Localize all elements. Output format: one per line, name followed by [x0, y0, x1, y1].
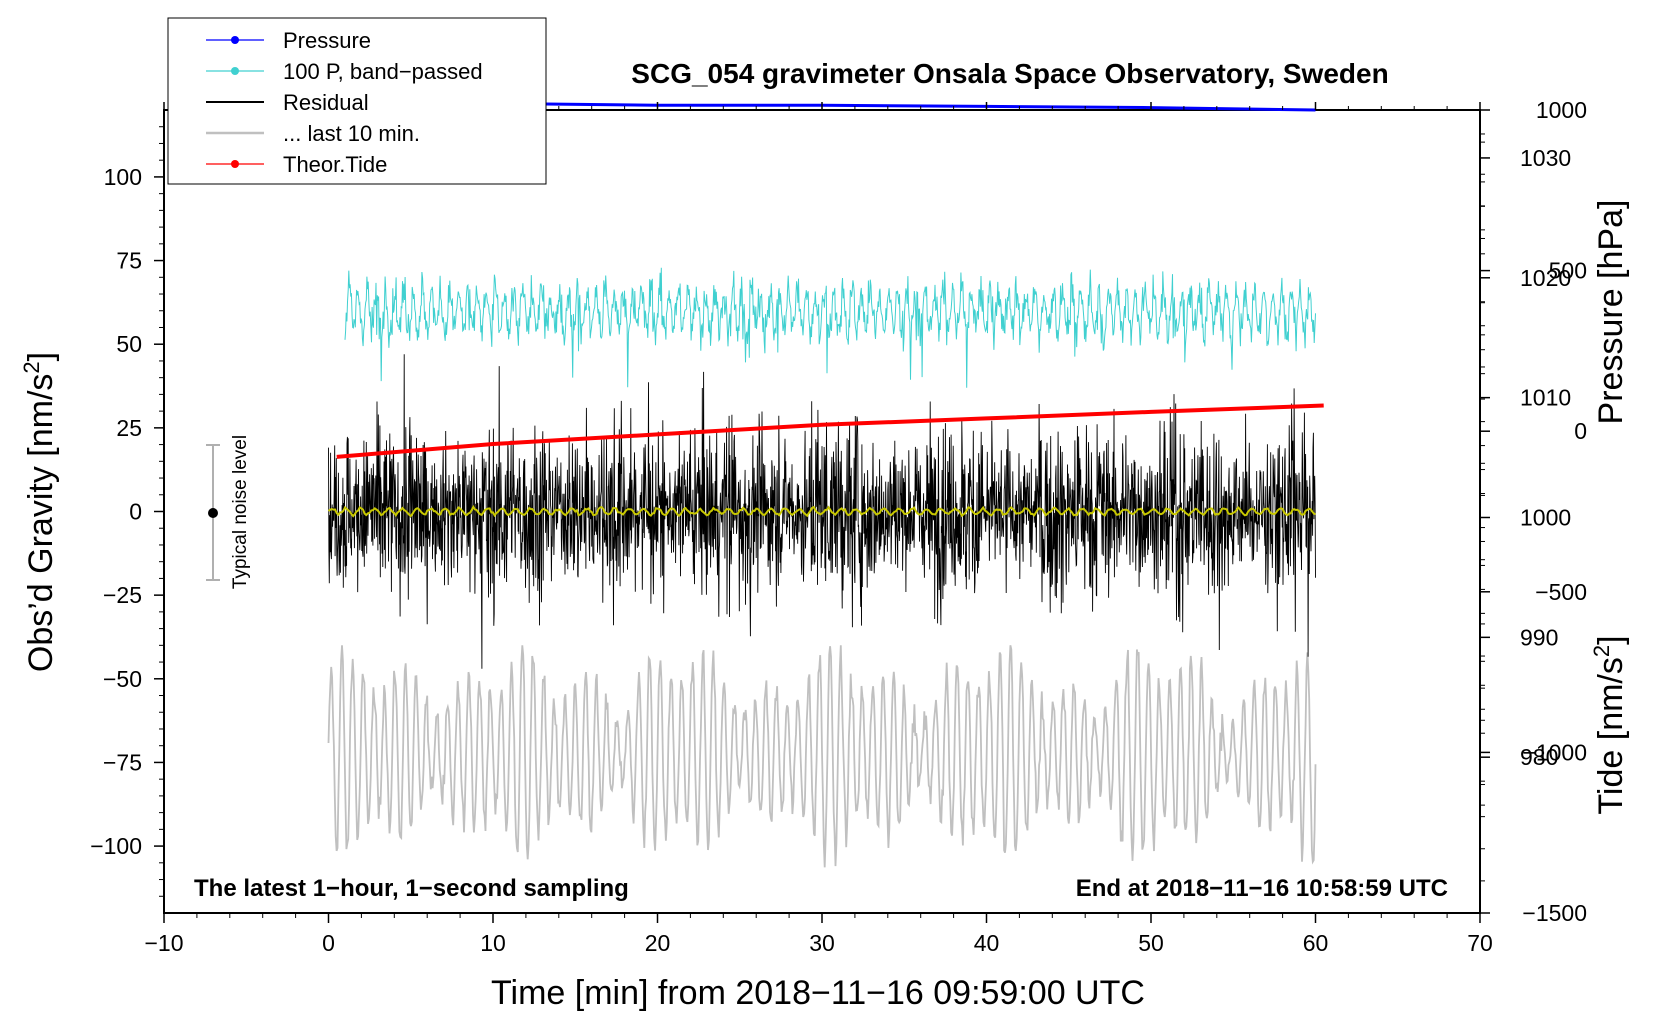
tide-axis-label-sup: 2 [1589, 645, 1614, 657]
x-tick-label: 70 [1467, 930, 1493, 956]
y-tick-label: 100 [104, 164, 142, 190]
tide-tick-label: −1500 [1522, 900, 1587, 926]
tide-tick-label: 500 [1549, 258, 1587, 284]
left-y-axis-label-sup: 2 [19, 361, 44, 373]
legend-label-theor-tide: Theor.Tide [283, 152, 387, 177]
band-passed-pressure-series [344, 267, 1316, 388]
x-axis-ticks: −10 0 10 20 30 40 50 60 70 [144, 102, 1493, 956]
theoretical-tide-line [336, 403, 1324, 459]
tide-tick-label: −1000 [1522, 739, 1587, 765]
y-tick-label: −75 [103, 749, 142, 775]
x-tick-label: 20 [645, 930, 671, 956]
pressure-tick-label: 1010 [1520, 385, 1571, 411]
legend-marker-band-passed [231, 67, 239, 75]
x-axis-label: Time [min] from 2018−11−16 09:59:00 UTC [491, 974, 1145, 1012]
pressure-axis-ticks: 1030 1020 1010 1000 990 980 [1480, 109, 1571, 806]
y-tick-label: −100 [90, 833, 142, 859]
pressure-line [545, 102, 1316, 112]
legend-label-last-10-min: ... last 10 min. [283, 121, 420, 146]
x-tick-label: 30 [809, 930, 835, 956]
noise-bar-center [208, 508, 218, 518]
left-y-axis-label-end: ] [22, 352, 60, 361]
x-tick-label: 10 [480, 930, 506, 956]
legend-label-pressure: Pressure [283, 28, 371, 53]
residual-line [328, 354, 1316, 669]
legend-entry-residual: Residual [206, 90, 369, 115]
left-y-axis-label-main: Obs’d Gravity [nm/s [22, 374, 60, 673]
noise-level-indicator: Typical noise level [206, 435, 251, 589]
residual-smoothed-line [327, 504, 1316, 518]
tide-tick-label: 1000 [1536, 97, 1587, 123]
tide-axis-ticks: 1000 500 0 −500 −1000 −1500 [1480, 97, 1587, 926]
legend-label-residual: Residual [283, 90, 369, 115]
pressure-axis-label: Pressure [hPa] [1592, 200, 1630, 425]
legend-label-band-passed: 100 P, band−passed [283, 59, 483, 84]
legend-entry-band-passed: 100 P, band−passed [206, 59, 483, 84]
theoretical-tide-series [336, 403, 1324, 459]
tide-axis-label: Tide [nm/s2] [1589, 635, 1630, 814]
residual-series [328, 354, 1316, 669]
pressure-tick-label: 1030 [1520, 145, 1571, 171]
legend-marker-theor-tide [231, 160, 239, 168]
legend-entry-last-10-min: ... last 10 min. [206, 121, 420, 146]
last-10-min-series [327, 645, 1317, 868]
x-tick-label: 0 [322, 930, 335, 956]
tide-axis-label-end: ] [1592, 635, 1630, 644]
y-tick-label: −50 [103, 666, 142, 692]
y-tick-label: 50 [116, 331, 142, 357]
noise-level-label: Typical noise level [230, 435, 251, 589]
pressure-tick-label: 1000 [1520, 504, 1571, 530]
band-passed-line [344, 267, 1316, 388]
tide-tick-label: −500 [1535, 579, 1587, 605]
left-axis-ticks: 100 75 50 25 0 −25 −50 −75 −100 [90, 126, 164, 897]
legend-entry-theor-tide: Theor.Tide [206, 152, 387, 177]
y-tick-label: −25 [103, 582, 142, 608]
x-tick-label: 60 [1303, 930, 1329, 956]
y-tick-label: 75 [116, 248, 142, 274]
residual-smoothed-series [327, 504, 1316, 518]
y-tick-label: 25 [116, 415, 142, 441]
pressure-tick-label: 1020 [1520, 265, 1571, 291]
tide-tick-label: 0 [1574, 418, 1587, 444]
last-10-min-line [327, 645, 1317, 868]
pressure-series [545, 102, 1316, 112]
y-tick-label: 0 [129, 499, 142, 525]
tide-axis-label-main: Tide [nm/s [1592, 657, 1630, 814]
chart-title: SCG_054 gravimeter Onsala Space Observat… [631, 58, 1388, 89]
legend-marker-pressure [231, 36, 239, 44]
x-tick-label: 50 [1138, 930, 1164, 956]
left-y-axis-label: Obs’d Gravity [nm/s2] [19, 352, 60, 672]
pressure-tick-label: 990 [1520, 624, 1558, 650]
x-tick-label: 40 [974, 930, 1000, 956]
legend: Pressure 100 P, band−passed Residual ...… [167, 17, 547, 185]
annotation-bottom-right: End at 2018−11−16 10:58:59 UTC [1076, 875, 1448, 902]
x-tick-label: −10 [144, 930, 183, 956]
annotation-bottom-left: The latest 1−hour, 1−second sampling [194, 875, 629, 902]
pressure-tick-label: 980 [1520, 744, 1558, 770]
legend-entry-pressure: Pressure [206, 28, 371, 53]
